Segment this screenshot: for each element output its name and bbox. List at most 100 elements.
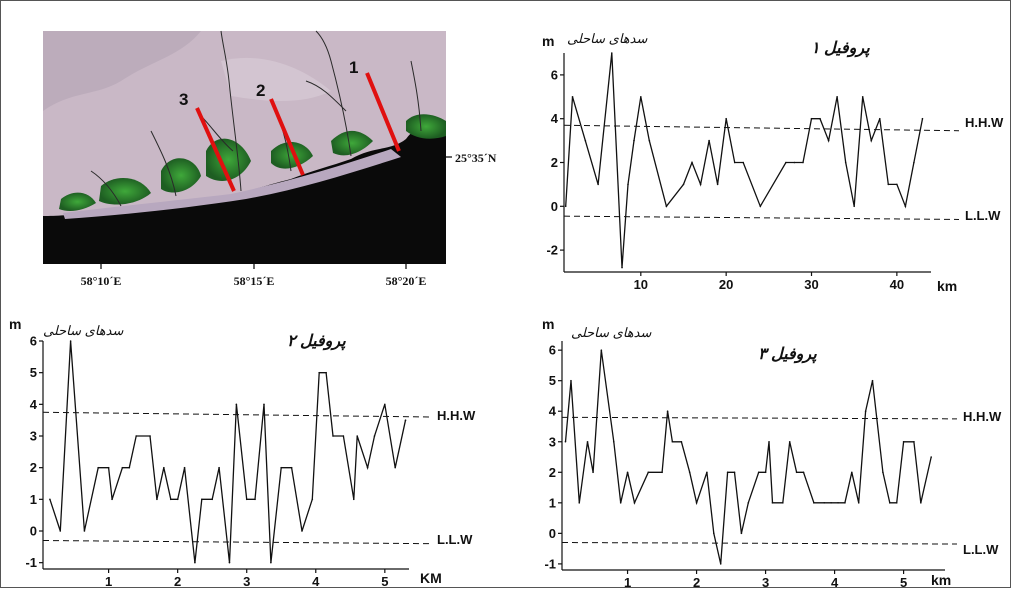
profile-3-data-point — [902, 440, 905, 443]
profile-1-data-point — [610, 52, 613, 54]
profile-2-data-point — [254, 498, 256, 501]
profile-3-hhw-label: H.H.W — [963, 409, 1002, 424]
profile-2-data-point — [228, 561, 231, 564]
profile-2-data-point — [201, 498, 203, 501]
profile-1-x-tick-label: 30 — [804, 277, 818, 292]
profile-2-data-point — [149, 435, 151, 437]
profile-2-data-point — [97, 466, 100, 469]
profile-3-y-tick-label: 0 — [549, 526, 556, 541]
profile-1-data-point — [584, 139, 587, 142]
profile-number-3: 3 — [179, 90, 188, 109]
map-creeks — [90, 30, 422, 207]
profile-2-y-unit: m — [9, 316, 21, 332]
profile-1-data-point — [742, 161, 745, 164]
profile-2-y-tick-label: 0 — [30, 524, 37, 539]
map-land-texture-2 — [221, 57, 331, 101]
profile-1-data-point — [597, 183, 599, 186]
profile-2-data-point — [211, 498, 213, 501]
profile-1-data-point — [827, 139, 830, 142]
profile-1-data-point — [708, 139, 710, 142]
profile-1-data-point — [699, 183, 702, 186]
profile-1-data-point — [759, 205, 762, 208]
profile-3-x-tick-label: 1 — [624, 575, 631, 587]
profile-2-data-point — [59, 530, 62, 532]
profile-2-data-point — [194, 561, 196, 564]
profile-1-data-point — [785, 161, 787, 164]
profile-line-2 — [269, 98, 305, 176]
profile-3-data-point — [830, 502, 832, 504]
profile-1-y-tick-label: 0 — [551, 199, 558, 214]
profile-2-data-point — [280, 466, 283, 469]
profile-2-data-point — [163, 466, 165, 469]
profile-3-data-point — [695, 502, 698, 504]
profile-1-elevation-line — [565, 52, 924, 268]
satellite-map: 1 2 3 58°10´E 58°15´E 58°20´E 25°35´N — [43, 30, 497, 288]
profile-3-chart: m سدهای ساحلی پروفیل ۳ km H.H.W L.L.W 6 5… — [542, 316, 1002, 590]
profile-2-data-point — [290, 466, 293, 469]
profile-1-llw-line — [563, 215, 960, 220]
profile-2-elevation-line — [49, 340, 407, 563]
profile-1-x-tick-label: 40 — [890, 277, 904, 292]
profile-3-data-point — [844, 502, 846, 504]
profile-3-data-point — [757, 471, 760, 474]
profile-1-data-point — [564, 205, 567, 208]
profile-1-data-point — [887, 183, 890, 186]
profile-line-1 — [365, 72, 401, 152]
profile-2-data-point — [176, 498, 179, 501]
profile-1-title: پروفیل ۱ — [811, 40, 870, 58]
map-beach — [63, 149, 401, 219]
profile-2-data-point — [366, 466, 369, 469]
profile-3-x-tick-label: 2 — [693, 575, 700, 587]
profile-1-hhw-label: H.H.W — [965, 115, 1004, 130]
profile-3-y-tick-label: 3 — [549, 434, 556, 449]
profile-3-data-point — [920, 502, 922, 504]
profile-2-data-point — [373, 435, 376, 437]
profile-1-data-point — [802, 161, 804, 164]
profile-2-x-tick-label: 5 — [381, 574, 388, 587]
profile-3-data-point — [782, 502, 784, 504]
profile-1-data-point — [665, 205, 668, 208]
profile-1-data-point — [921, 117, 924, 120]
profile-1-data-point — [870, 139, 873, 142]
profile-3-data-point — [661, 471, 663, 474]
profile-2-y-tick-label: 2 — [30, 460, 37, 475]
profile-3-y-tick-label: 6 — [549, 343, 556, 358]
profile-1-y-tick-label: 2 — [551, 155, 558, 170]
profile-3-llw-label: L.L.W — [963, 542, 999, 557]
profile-3-data-point — [719, 563, 722, 565]
profile-3-data-point — [802, 471, 805, 474]
profile-2-data-point — [169, 498, 172, 501]
profile-1-data-point — [861, 96, 864, 98]
profile-1-data-point — [878, 117, 881, 120]
profile-3-data-point — [671, 440, 674, 443]
profile-1-data-point — [621, 266, 623, 269]
profile-1-data-point — [810, 117, 813, 120]
profile-3-data-point — [813, 502, 815, 504]
profile-3-data-point — [564, 440, 567, 443]
profile-3-data-point — [592, 471, 594, 474]
profile-3-data-point — [578, 502, 581, 504]
profile-1-data-point — [716, 183, 719, 186]
profile-1-data-point — [913, 161, 915, 164]
lon-label-2: 58°15´E — [234, 274, 275, 288]
profile-2-x-tick-label: 2 — [174, 574, 181, 587]
profile-1-data-point — [904, 205, 907, 208]
profile-3-data-point — [930, 456, 932, 458]
profile-number-1: 1 — [349, 58, 358, 77]
profile-1-data-point — [640, 96, 642, 98]
profile-1-data-point — [793, 161, 796, 164]
profile-2-data-point — [235, 403, 238, 406]
profile-2-y-tick-label: 5 — [30, 365, 37, 380]
profile-2-llw-line — [42, 540, 430, 545]
profile-3-data-point — [726, 471, 729, 474]
profile-1-data-point — [733, 161, 736, 164]
profile-3-data-point — [633, 502, 636, 504]
profile-3-data-point — [771, 502, 774, 504]
profile-2-data-point — [356, 435, 359, 437]
profile-3-y-tick-label: 5 — [549, 373, 556, 388]
profile-2-data-point — [352, 498, 355, 501]
profile-2-data-point — [245, 498, 248, 501]
profile-3-title: پروفیل ۳ — [758, 346, 817, 364]
profile-1-chart: m سدهای ساحلی پروفیل ۱ km H.H.W L.L.W 6 4… — [542, 31, 1004, 294]
profile-2-y-tick-label: -1 — [25, 555, 37, 570]
